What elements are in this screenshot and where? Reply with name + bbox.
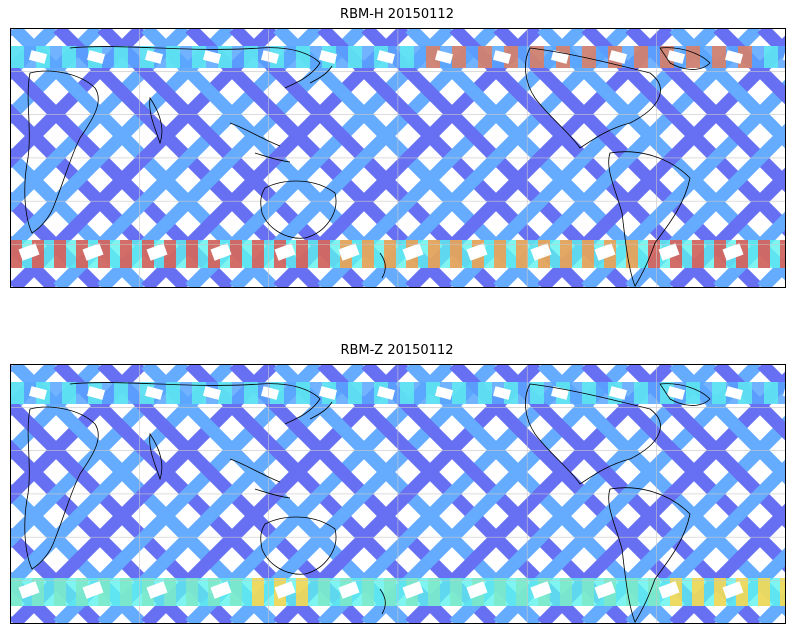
coastline-segment [659,383,711,406]
map-panel-top [10,28,786,288]
panel-title-top: RBM-H 20150112 [340,7,454,22]
coastline-segment [229,122,291,163]
coastlines [24,382,711,623]
coastline-segment [309,401,333,420]
coastline-segment [229,458,291,499]
coastline-segment [69,46,321,89]
coastline-segment [24,70,99,234]
coastline-segment [525,383,661,485]
north-latitude-band [10,382,786,404]
north-latitude-band [10,46,786,68]
coastline-segment [24,406,99,570]
coastline-segment [309,65,333,84]
graticule [10,364,786,624]
map-frame [10,28,786,288]
coastline-segment [260,180,337,239]
coastlines [24,46,711,287]
coastline-segment [659,47,711,70]
coastline-segment [608,151,691,287]
coastline-segment [608,487,691,623]
coastline-segment [379,588,386,615]
coastline-segment [149,432,163,481]
coastline-segment [69,382,321,425]
coastline-segment [260,516,337,575]
coastline-segment [379,252,386,279]
coastline-segment [149,96,163,145]
map-frame [10,364,786,624]
map-panel-bottom [10,364,786,624]
coastline-segment [525,47,661,149]
panel-title-bottom: RBM-Z 20150112 [340,343,454,358]
graticule [10,28,786,288]
